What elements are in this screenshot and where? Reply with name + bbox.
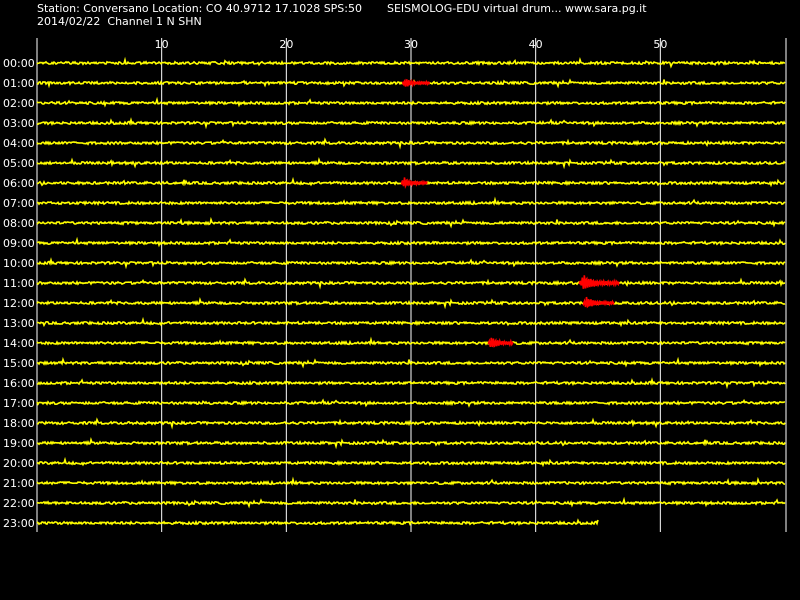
seismic-trace-line [36, 336, 786, 347]
hour-trace [36, 296, 786, 310]
hour-trace [36, 377, 786, 390]
seismic-trace-line [36, 518, 599, 527]
minute-tick-label: 50 [653, 38, 667, 51]
hour-trace [36, 257, 786, 270]
hour-label: 08:00 [3, 217, 35, 230]
hour-trace [36, 496, 786, 509]
hour-trace [36, 216, 786, 229]
hour-label: 00:00 [3, 57, 35, 70]
hour-label: 01:00 [3, 77, 35, 90]
seismic-trace-line [36, 216, 786, 229]
hour-trace [36, 176, 786, 190]
seismic-trace-line [36, 476, 786, 487]
hour-trace [36, 78, 786, 89]
seismic-trace-line [36, 456, 786, 468]
hour-trace [36, 196, 786, 207]
hour-label: 06:00 [3, 177, 35, 190]
hour-label: 22:00 [3, 497, 35, 510]
hour-trace [36, 56, 786, 69]
hour-label: 13:00 [3, 317, 35, 330]
hour-label: 03:00 [3, 117, 35, 130]
hour-trace [36, 316, 786, 328]
hour-trace [36, 336, 786, 348]
seismic-trace-line [36, 356, 786, 369]
hour-label: 11:00 [3, 277, 35, 290]
seismic-trace-line [36, 157, 786, 170]
hour-trace [36, 96, 786, 108]
hour-label: 10:00 [3, 257, 35, 270]
hour-label: 17:00 [3, 397, 35, 410]
hour-trace [36, 476, 786, 487]
seismic-trace-line [36, 377, 786, 390]
hour-trace [36, 437, 786, 450]
date-channel-text: 2014/02/22 Channel 1 N SHN [37, 15, 202, 28]
seismic-trace-line [36, 137, 786, 150]
hour-trace [36, 456, 786, 468]
seismic-trace-line [36, 417, 786, 430]
hour-trace [36, 157, 786, 170]
minute-tick-label: 10 [155, 38, 169, 51]
hour-label: 04:00 [3, 137, 35, 150]
hour-label: 21:00 [3, 477, 35, 490]
seismic-trace-line [36, 437, 786, 450]
seismic-trace-line [36, 257, 786, 270]
hour-trace [36, 137, 786, 150]
hour-label: 18:00 [3, 417, 35, 430]
hour-trace [36, 356, 786, 369]
seismic-trace-line [36, 56, 786, 69]
hour-trace [36, 236, 786, 248]
hour-label: 05:00 [3, 157, 35, 170]
seismic-trace-line [36, 236, 786, 248]
seismic-trace-line [36, 398, 786, 408]
hour-label: 16:00 [3, 377, 35, 390]
hour-label: 15:00 [3, 357, 35, 370]
hour-trace [36, 275, 786, 290]
hour-trace [36, 518, 599, 527]
hour-label: 20:00 [3, 457, 35, 470]
program-info-text: SEISMOLOG-EDU virtual drum... www.sara.p… [387, 2, 647, 15]
station-info-text: Station: Conversano Location: CO 40.9712… [37, 2, 362, 15]
hour-label: 07:00 [3, 197, 35, 210]
hour-trace [36, 398, 786, 408]
seismic-trace-line [36, 316, 786, 328]
minute-tick-label: 40 [529, 38, 543, 51]
hour-trace [36, 117, 786, 130]
seismic-trace-line [36, 277, 786, 290]
seismic-trace-line [36, 297, 786, 310]
seismic-trace-line [36, 96, 786, 108]
seismic-trace-line [36, 496, 786, 509]
hour-trace [36, 417, 786, 430]
hour-label: 09:00 [3, 237, 35, 250]
seismic-trace-line [36, 117, 786, 130]
minute-tick-label: 20 [279, 38, 293, 51]
hour-label: 23:00 [3, 517, 35, 530]
minute-tick-label: 30 [404, 38, 418, 51]
hour-label: 02:00 [3, 97, 35, 110]
hour-label: 12:00 [3, 297, 35, 310]
hour-label: 14:00 [3, 337, 35, 350]
hour-label: 19:00 [3, 437, 35, 450]
seismic-trace-line [36, 196, 786, 207]
